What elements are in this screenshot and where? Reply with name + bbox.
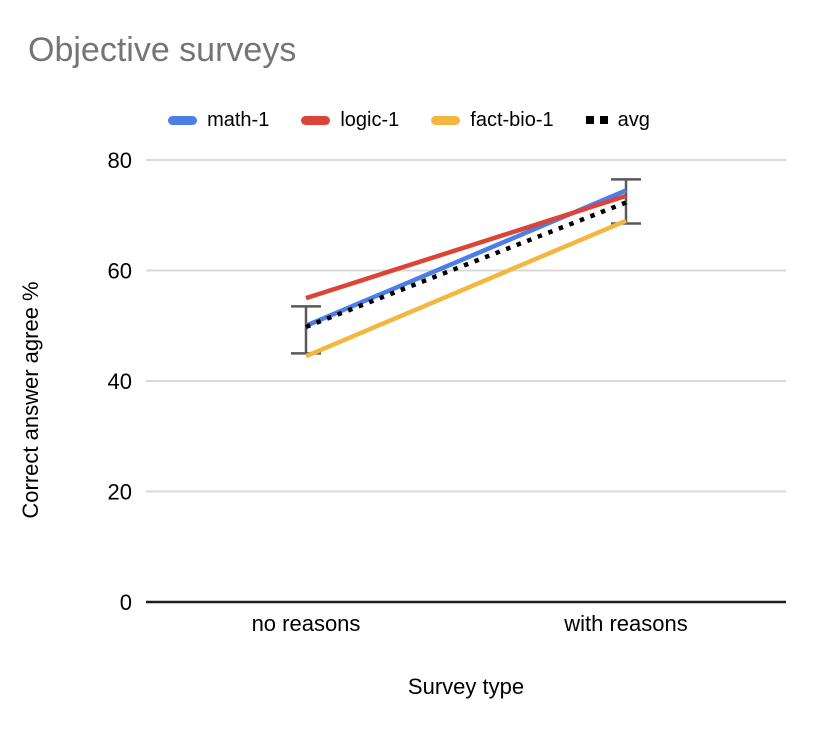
- x-category-label: no reasons: [252, 611, 361, 636]
- legend-color-swatch-icon: [168, 115, 198, 125]
- legend-label: fact-bio-1: [470, 108, 554, 131]
- legend-item-math-1[interactable]: math-1: [168, 109, 269, 132]
- legend-label: math-1: [207, 108, 270, 131]
- y-axis-title: Correct answer agree %: [18, 281, 43, 518]
- y-tick-label: 0: [120, 590, 132, 615]
- y-tick-label: 40: [108, 369, 132, 394]
- chart-title: Objective surveys: [28, 31, 297, 69]
- chart-legend: math-1 logic-1 fact-bio-1 avg: [0, 106, 818, 134]
- x-category-label: with reasons: [563, 611, 688, 636]
- legend-dotted-swatch-icon: [585, 116, 608, 124]
- legend-item-fact-bio-1[interactable]: fact-bio-1: [431, 108, 554, 132]
- legend-color-swatch-icon: [301, 115, 331, 125]
- x-axis-title: Survey type: [408, 674, 524, 699]
- series-line-avg: [305, 200, 627, 329]
- y-tick-label: 80: [108, 148, 132, 173]
- legend-item-avg[interactable]: avg: [585, 108, 650, 132]
- series-line-logic-1: [305, 193, 627, 301]
- series-line-fact-bio-1: [305, 218, 627, 359]
- legend-label: logic-1: [340, 108, 400, 131]
- legend-color-swatch-icon: [431, 115, 461, 125]
- legend-label: avg: [617, 108, 650, 131]
- y-tick-label: 60: [108, 259, 132, 284]
- legend-item-logic-1[interactable]: logic-1: [301, 109, 399, 132]
- y-tick-label: 20: [108, 480, 132, 505]
